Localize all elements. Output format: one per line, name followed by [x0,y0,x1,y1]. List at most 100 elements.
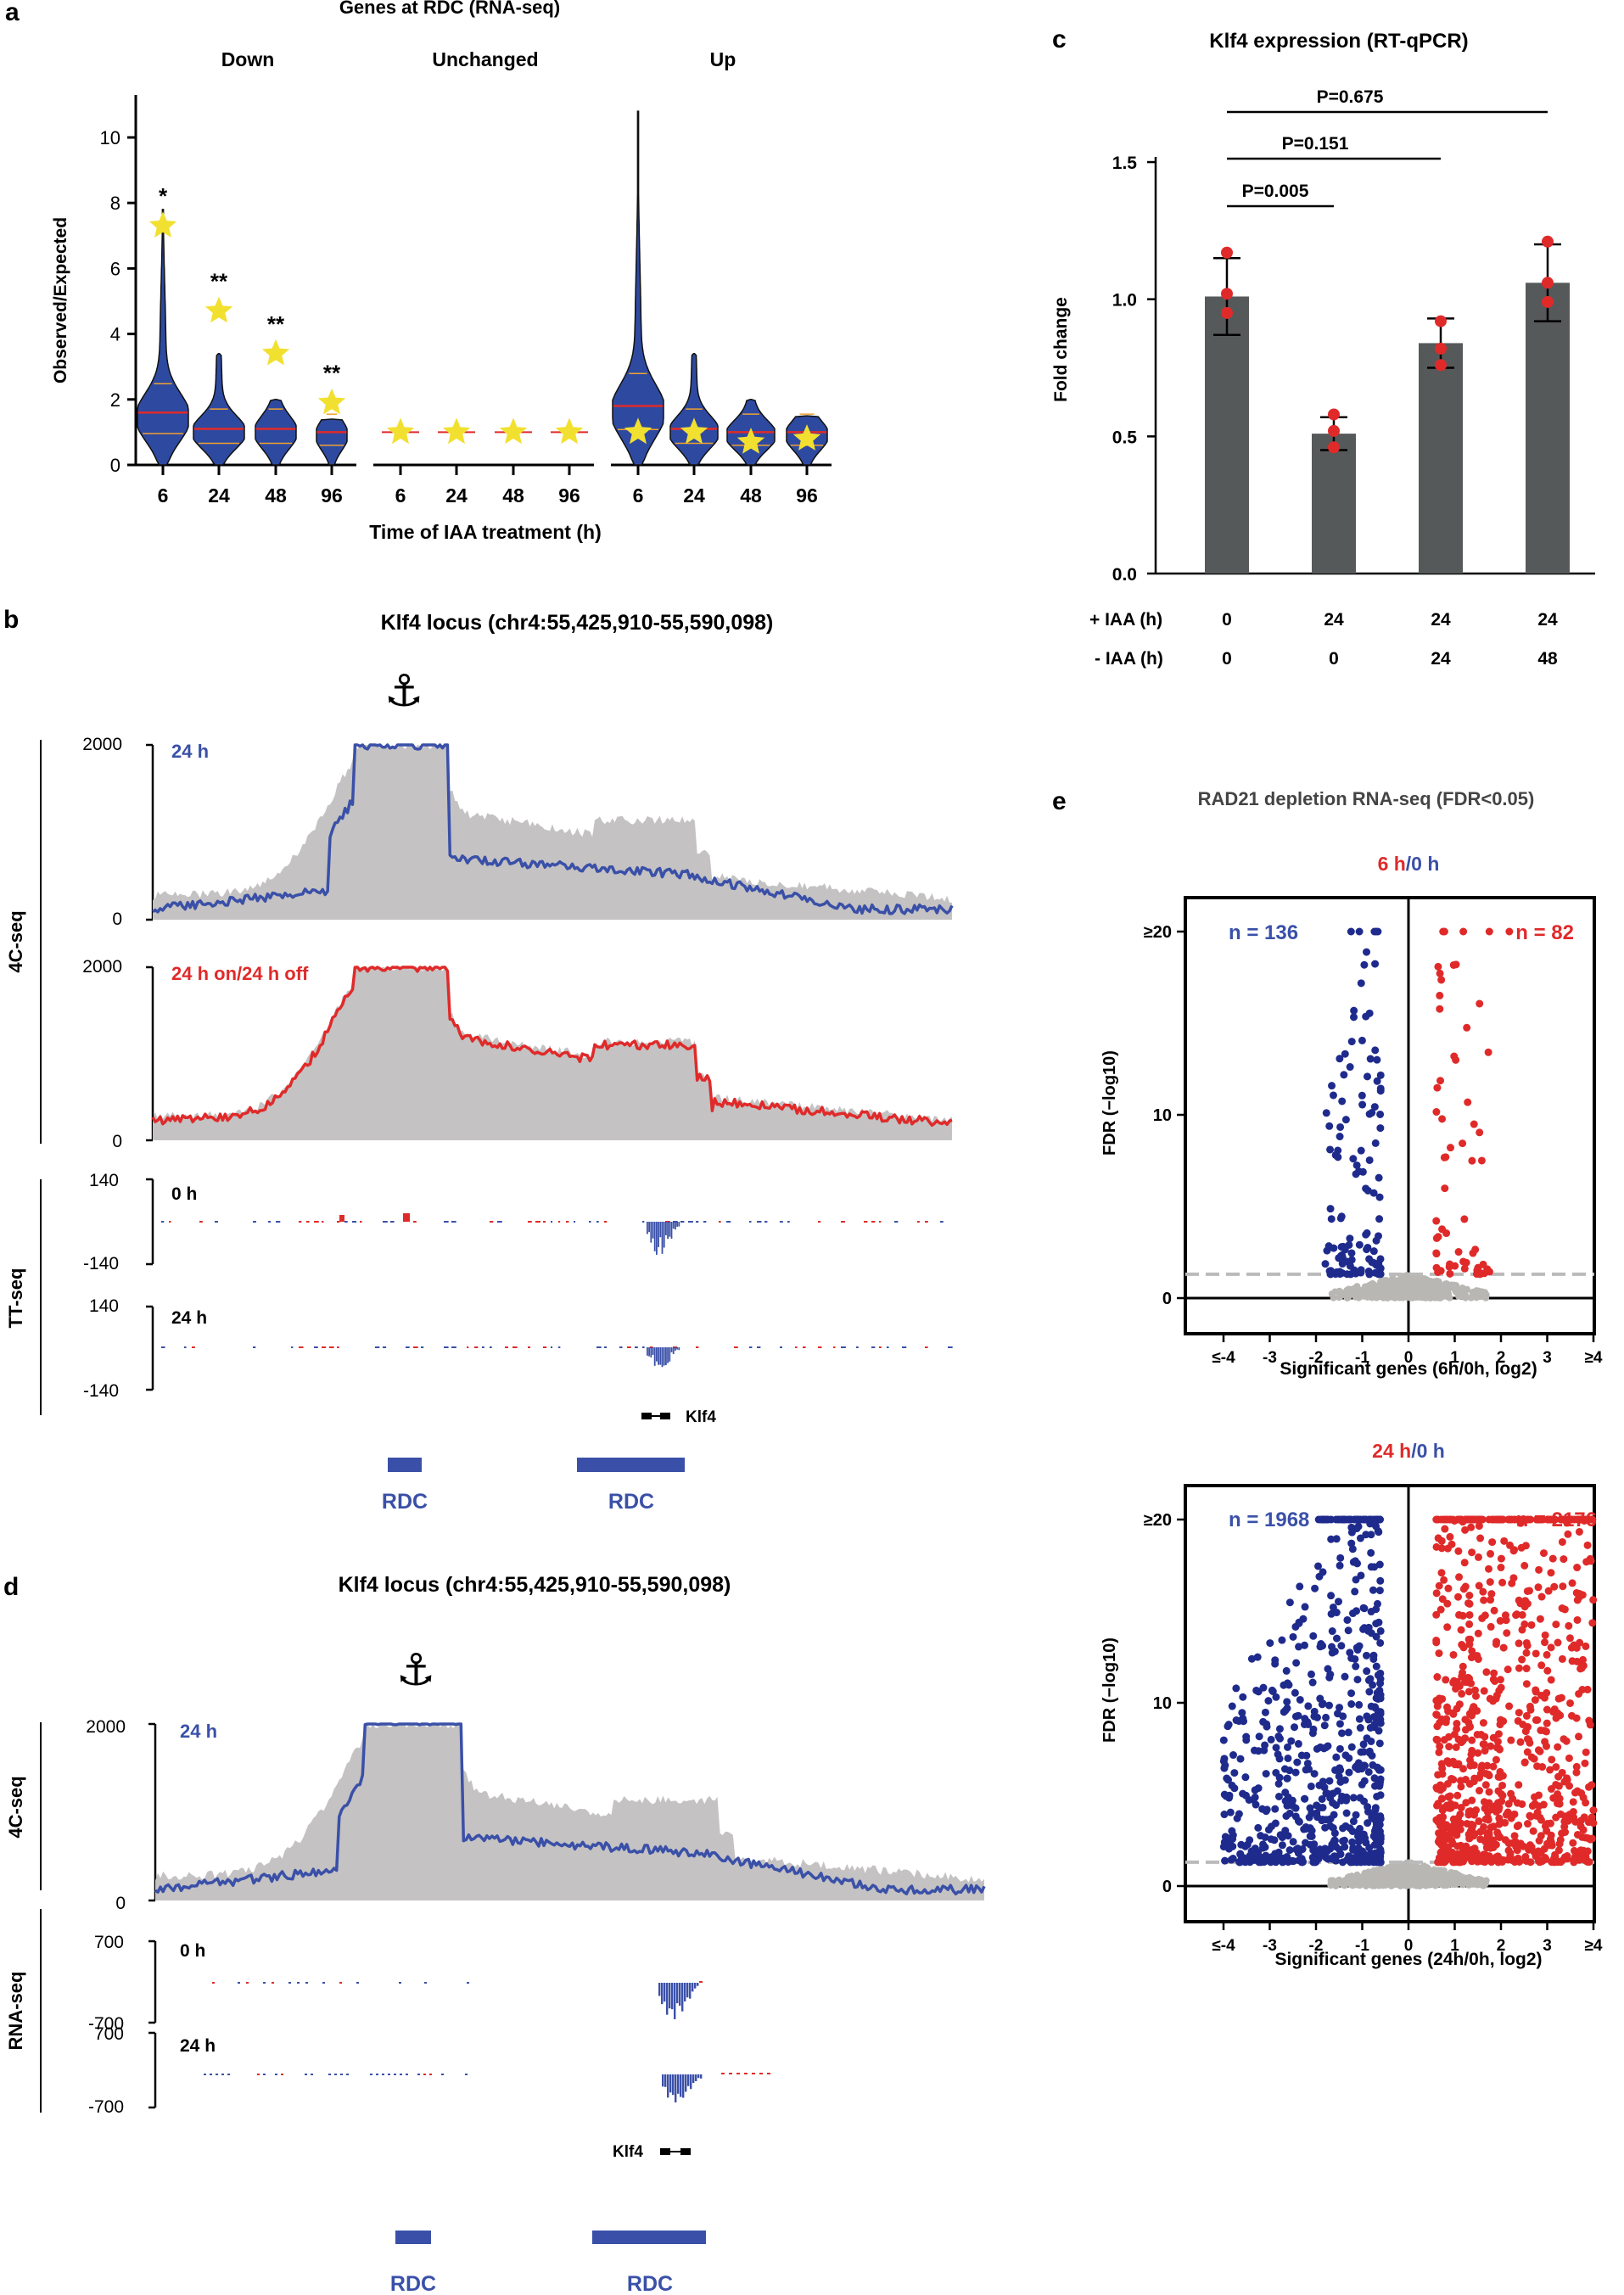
peak-bar [669,1222,671,1237]
point-up [1446,1792,1454,1800]
x-tick-label: 6 [158,484,169,507]
d-track1-label: 24 h [180,1721,217,1742]
track2-label: 24 h on/24 h off [171,963,309,984]
significance-label: ** [210,269,228,294]
x-tick-label: -2 [1309,1937,1324,1955]
point-down [1283,1679,1291,1688]
point-ns [1345,1878,1352,1886]
point-up [1572,1768,1581,1777]
point-up [1523,1587,1532,1595]
point-down [1264,1697,1273,1705]
gene-exon [660,1413,670,1419]
point-down [1313,1744,1321,1753]
peak-bar [678,1347,680,1351]
point-up [1492,1640,1500,1648]
point-down [1330,1838,1338,1846]
point-ns [1373,1867,1380,1874]
point-up [1560,1605,1569,1614]
point-up [1440,1515,1448,1524]
point-ns [1439,1876,1447,1884]
point-up [1535,1802,1543,1811]
point-up [1569,1839,1577,1847]
point-down [1349,1794,1358,1802]
row1-value: 24 [1324,610,1344,630]
peak-bar [665,1347,667,1365]
signal-tick [642,1221,645,1223]
point-up [1468,1647,1476,1655]
signal-tick [375,1346,380,1348]
point-down [1347,1523,1356,1531]
point-up [1547,1569,1555,1577]
point-up [1537,1816,1545,1824]
point-down [1352,1662,1360,1671]
point-up [1489,1675,1498,1683]
peak-bar [686,1983,689,1998]
point-down [1281,1827,1290,1835]
point-up [1480,1687,1488,1695]
signal-tick [925,1221,928,1223]
signal-tick [818,1221,821,1223]
point-up [1437,1782,1446,1790]
point-up [1550,1582,1559,1591]
point-down [1318,1700,1326,1709]
point-down [1353,1646,1362,1654]
signal-tick [887,1346,889,1348]
point-up [1452,960,1460,969]
point-up [1540,1727,1548,1735]
point-up [1513,1846,1521,1855]
point-up [1543,1705,1551,1714]
y-tick-label: 8 [110,193,120,214]
point-down [1288,1856,1296,1865]
point-down [1319,1642,1327,1650]
point-down [1255,1732,1263,1741]
point-up [1518,1610,1526,1619]
point-up [1459,1611,1467,1620]
gene-exon [680,2148,691,2155]
point-down [1321,1823,1330,1832]
x-tick-label: ≤-4 [1212,1349,1235,1367]
point-down [1364,1243,1372,1251]
point-down [1336,1133,1344,1141]
point-up [1465,1780,1474,1788]
point-down [1338,1097,1347,1106]
panel-b-title: Klf4 locus (chr4:55,425,910-55,590,098) [381,611,774,635]
signal-tick [346,2074,349,2075]
point-up [1515,1821,1523,1829]
signal-tick [423,2074,426,2075]
point-up [1510,1832,1519,1840]
point-up [1512,1611,1520,1620]
point-down [1251,1793,1259,1801]
point-down [1223,1774,1231,1783]
ttseq-track-0h [146,1178,944,1266]
point-up [1487,1549,1495,1558]
point-down [1352,1170,1360,1178]
point-up [1543,1688,1551,1697]
point-down [1278,1841,1286,1850]
point-up [1444,1804,1453,1812]
peak-bar [700,2074,703,2079]
rdc-bar-2 [577,1458,685,1472]
peak-bar [662,2074,664,2087]
point-down [1254,1823,1263,1832]
point-down [1305,1813,1313,1822]
point-up [1546,1819,1554,1828]
point-down [1284,1754,1292,1762]
signal-tick [482,1346,484,1348]
point-up [1569,1807,1577,1816]
point-ns [1430,1877,1437,1884]
rna2-ymin: -700 [88,2097,124,2117]
signal-tick [388,2074,390,2075]
signal-tick [744,2073,748,2074]
point-ns [1414,1284,1422,1291]
point-up [1552,1813,1560,1822]
point-down [1373,1599,1381,1608]
x-tick-label: 96 [558,484,580,507]
point-up [1443,1623,1452,1632]
point-up [1464,1688,1473,1696]
point-ns [1381,1291,1389,1299]
point-down [1278,1833,1286,1842]
point-down [1341,1822,1350,1830]
signal-tick [328,2074,331,2075]
point-down [1369,1654,1378,1663]
signal-tick [322,1346,327,1348]
